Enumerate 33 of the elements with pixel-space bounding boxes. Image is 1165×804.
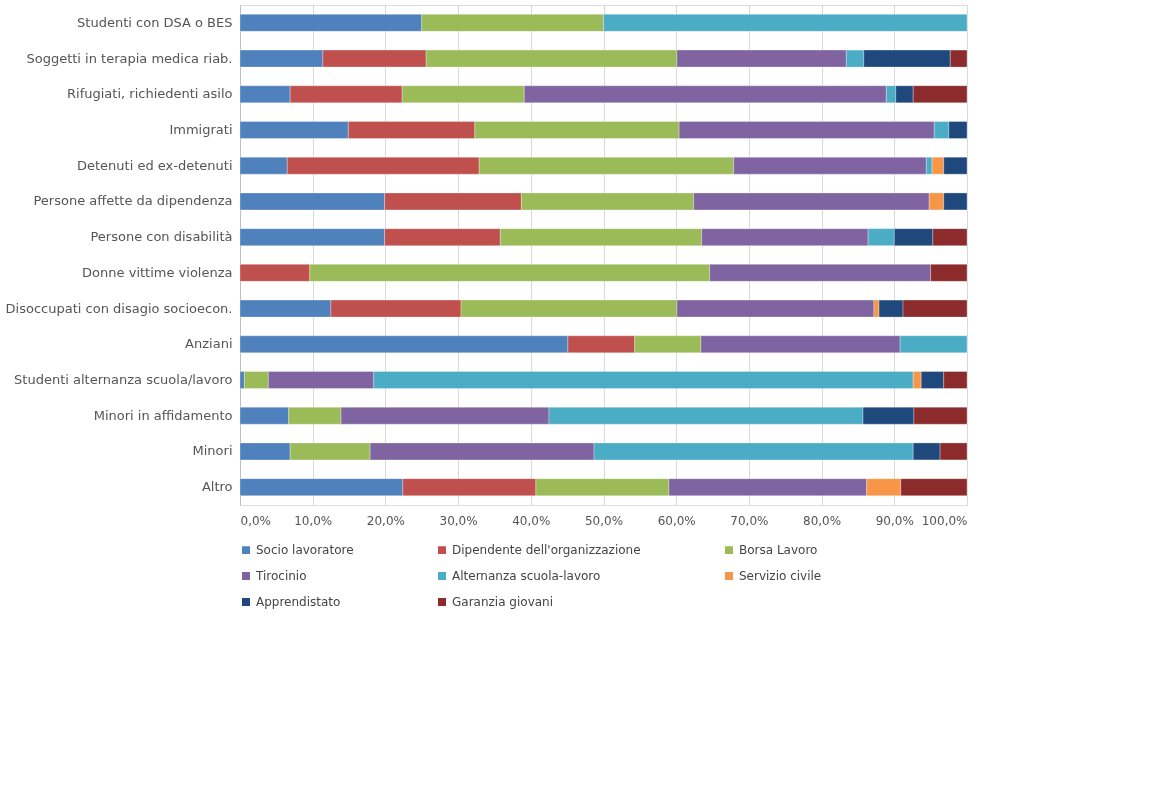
x-tick-label: 100,0% bbox=[921, 513, 968, 528]
y-tick-label: Persone affette da dipendenza bbox=[33, 193, 233, 209]
legend-label: Apprendistato bbox=[256, 595, 341, 609]
x-tick-label: 70,0% bbox=[730, 513, 769, 528]
y-tick-label: Persone con disabilità bbox=[90, 229, 233, 245]
legend-label: Dipendente dell'organizzazione bbox=[452, 543, 641, 558]
y-tick-label: Detenuti ed ex-detenuti bbox=[77, 157, 233, 173]
legend-label: Alternanza scuola-lavoro bbox=[452, 569, 601, 583]
y-tick-label: Minori bbox=[192, 443, 233, 459]
legend-label: Borsa Lavoro bbox=[739, 543, 818, 558]
y-tick-label: Soggetti in terapia medica riab. bbox=[26, 50, 233, 66]
x-tick-label: 30,0% bbox=[439, 513, 478, 528]
y-tick-label: Studenti alternanza scuola/lavoro bbox=[14, 372, 233, 387]
x-tick-label: 10,0% bbox=[294, 513, 333, 528]
legend-label: Garanzia giovani bbox=[452, 595, 554, 609]
x-tick-label: 0,0% bbox=[240, 513, 271, 528]
y-tick-label: Rifugiati, richiedenti asilo bbox=[67, 86, 233, 102]
legend-label: Servizio civile bbox=[739, 569, 822, 583]
x-tick-label: 90,0% bbox=[875, 513, 914, 528]
legend-label: Socio lavoratore bbox=[256, 543, 354, 558]
y-tick-label: Minori in affidamento bbox=[93, 407, 233, 423]
x-tick-label: 80,0% bbox=[803, 513, 842, 528]
y-tick-label: Studenti con DSA o BES bbox=[77, 14, 233, 30]
x-tick-label: 40,0% bbox=[512, 513, 551, 528]
x-tick-label: 50,0% bbox=[584, 513, 624, 528]
x-tick-label: 60,0% bbox=[657, 513, 696, 528]
y-tick-label: Altro bbox=[201, 479, 233, 495]
y-tick-label: Disoccupati con disagio socioecon. bbox=[5, 300, 233, 316]
x-tick-label: 20,0% bbox=[366, 513, 405, 528]
y-tick-label: Donne vittime violenza bbox=[82, 264, 233, 280]
legend-label: Tirocinio bbox=[255, 569, 307, 583]
y-tick-label: Immigrati bbox=[169, 122, 233, 137]
y-tick-label: Anziani bbox=[185, 336, 233, 352]
